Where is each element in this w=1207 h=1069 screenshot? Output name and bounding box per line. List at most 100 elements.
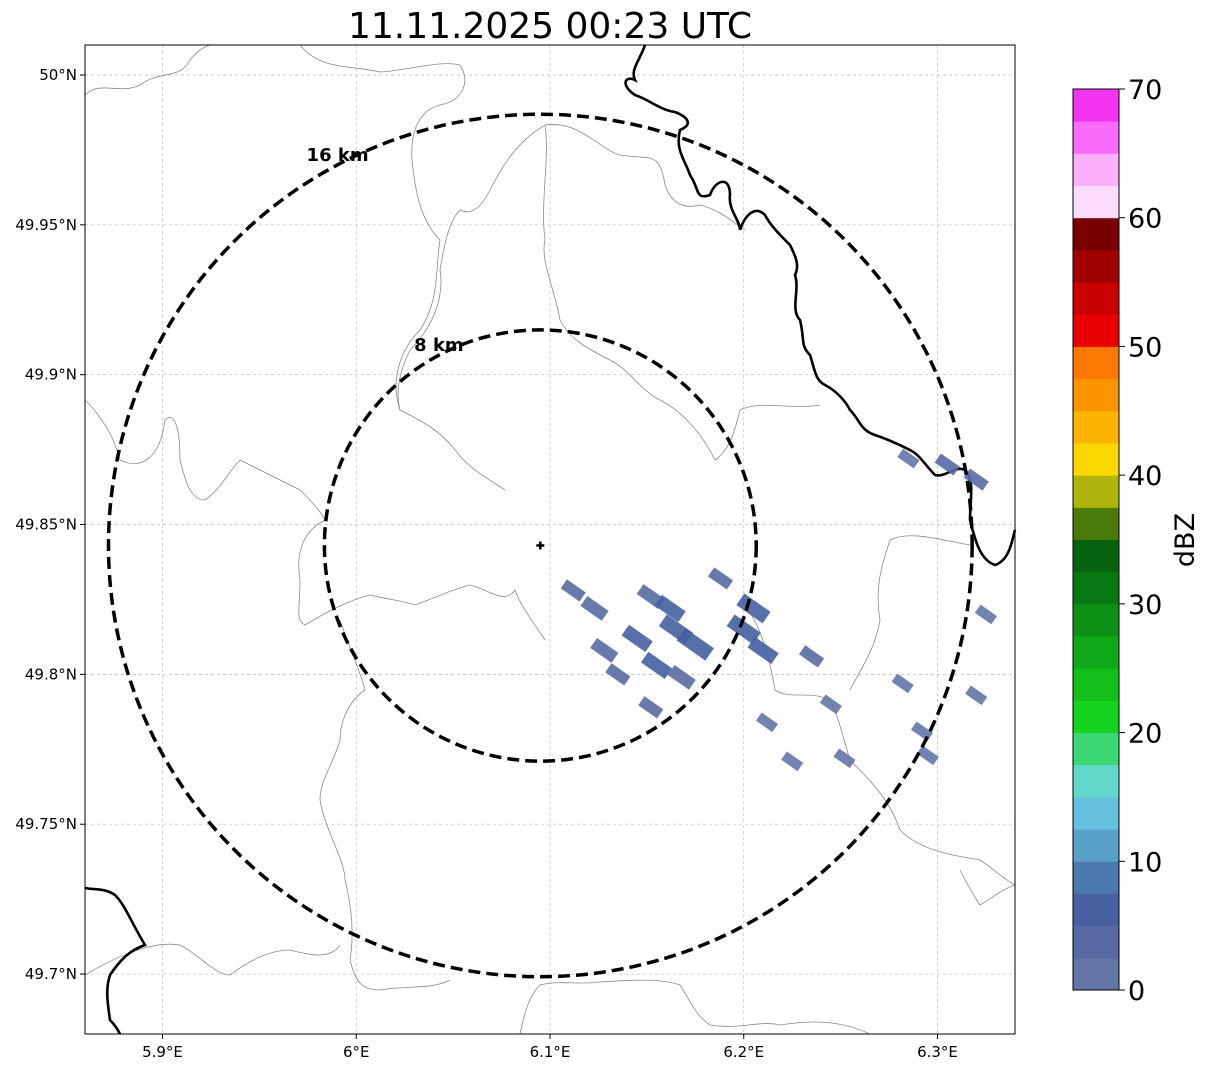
colorbar-tick-label: 30: [1128, 590, 1162, 621]
colorbar-swatch: [1073, 442, 1119, 476]
colorbar: 0 10 20 30 40 50 60 70 dBZ: [1072, 75, 1201, 1007]
colorbar-swatch: [1073, 217, 1119, 251]
echo-cell: [736, 593, 771, 624]
colorbar-swatch: [1073, 957, 1119, 991]
colorbar-swatch: [1073, 121, 1119, 154]
echo-cell: [910, 721, 934, 742]
colorbar-tick-label: 60: [1128, 204, 1162, 235]
admin-border-west: [84, 399, 546, 641]
colorbar-swatch: [1073, 571, 1119, 605]
echo-cell: [965, 685, 988, 706]
admin-border-north: [84, 44, 211, 96]
colorbar-swatch: [1073, 346, 1119, 380]
colorbar-swatch: [1073, 603, 1119, 637]
colorbar-swatch: [1073, 829, 1119, 862]
echo-cell: [891, 673, 914, 694]
lat-tick-label: 50°N: [39, 66, 77, 84]
colorbar-swatches: [1073, 89, 1119, 991]
lat-tick-label: 49.7°N: [25, 965, 77, 983]
lon-tick-label: 6.3°E: [917, 1043, 958, 1061]
national-borders: [84, 44, 1017, 1035]
admin-border-top-center: [299, 44, 466, 411]
echo-cell: [781, 751, 804, 772]
colorbar-ticks: 0 10 20 30 40 50 60 70: [1119, 75, 1162, 1007]
latitude-ticks: 50°N 49.95°N 49.9°N 49.85°N 49.8°N 49.75°N 49.…: [15, 66, 85, 983]
echo-cell: [590, 638, 619, 663]
echo-cell: [676, 628, 714, 661]
echo-cell: [667, 664, 696, 690]
echo-cell: [897, 448, 920, 469]
echo-cell: [726, 614, 761, 645]
lon-tick-label: 5.9°E: [142, 1043, 183, 1061]
echo-cell: [640, 651, 673, 680]
echo-cell: [638, 696, 664, 719]
colorbar-swatch: [1073, 89, 1119, 122]
echo-cell: [560, 579, 586, 602]
colorbar-swatch: [1073, 539, 1119, 573]
lat-tick-label: 49.85°N: [15, 516, 77, 534]
colorbar-swatch: [1073, 925, 1119, 959]
radar-site-marker: [536, 541, 545, 550]
border-lu-de: [624, 44, 1017, 567]
colorbar-swatch: [1073, 153, 1119, 187]
echo-cell: [934, 453, 960, 476]
admin-border-bottom: [519, 979, 871, 1035]
range-ring: [106, 112, 974, 979]
map-panel: 8 km 16 km: [84, 44, 1017, 1035]
colorbar-swatch: [1073, 475, 1119, 508]
range-ring: [322, 328, 758, 763]
echo-cell: [621, 624, 653, 653]
lon-tick-label: 6.1°E: [530, 1043, 571, 1061]
lat-tick-label: 49.9°N: [25, 366, 77, 384]
figure-title: 11.11.2025 00:23 UTC: [348, 6, 752, 47]
range-ring-label: 8 km: [414, 335, 464, 356]
colorbar-tick-label: 50: [1128, 332, 1162, 363]
colorbar-swatch: [1073, 249, 1119, 283]
echo-cell: [654, 594, 686, 623]
border-sw: [84, 886, 147, 1035]
lon-tick-label: 6°E: [343, 1043, 370, 1061]
colorbar-tick-label: 10: [1128, 847, 1162, 878]
colorbar-swatch: [1073, 378, 1119, 412]
lat-tick-label: 49.8°N: [25, 665, 77, 683]
echo-cell: [916, 745, 939, 766]
gridlines: [85, 45, 1015, 1034]
colorbar-swatch: [1073, 796, 1119, 830]
colorbar-tick-label: 70: [1128, 75, 1162, 106]
colorbar-swatch: [1073, 732, 1119, 766]
echo-cell: [974, 604, 997, 625]
longitude-ticks: 5.9°E 6°E 6.1°E 6.2°E 6.3°E: [142, 1034, 958, 1061]
admin-border-se: [959, 869, 1016, 906]
echo-cell: [833, 748, 856, 769]
admin-border-north-mid: [543, 124, 821, 461]
colorbar-swatch: [1073, 668, 1119, 701]
colorbar-swatch: [1073, 636, 1119, 669]
admin-border-center-north: [397, 124, 546, 491]
echo-cell: [819, 694, 842, 715]
admin-border-far-east: [849, 535, 971, 691]
echo-cell: [605, 663, 631, 686]
radar-echoes: [560, 448, 997, 772]
colorbar-swatch: [1073, 861, 1119, 894]
colorbar-tick-label: 40: [1128, 461, 1162, 492]
colorbar-swatch: [1073, 764, 1119, 798]
lat-tick-label: 49.75°N: [15, 815, 77, 833]
colorbar-tick-label: 0: [1128, 976, 1145, 1007]
colorbar-swatch: [1073, 507, 1119, 540]
echo-cell: [755, 712, 779, 733]
colorbar-swatch: [1073, 185, 1119, 219]
lon-tick-label: 6.2°E: [723, 1043, 764, 1061]
colorbar-swatch: [1073, 314, 1119, 347]
echo-cell: [747, 636, 779, 665]
colorbar-frame: [1072, 88, 1120, 991]
range-rings: 8 km 16 km: [106, 112, 974, 979]
colorbar-swatch: [1073, 282, 1119, 315]
colorbar-swatch: [1073, 700, 1119, 734]
colorbar-tick-label: 20: [1128, 719, 1162, 750]
colorbar-swatch: [1073, 410, 1119, 444]
echo-cell: [580, 596, 609, 621]
echo-cell: [963, 468, 989, 491]
colorbar-swatch: [1073, 893, 1119, 927]
echo-cell: [798, 645, 825, 668]
